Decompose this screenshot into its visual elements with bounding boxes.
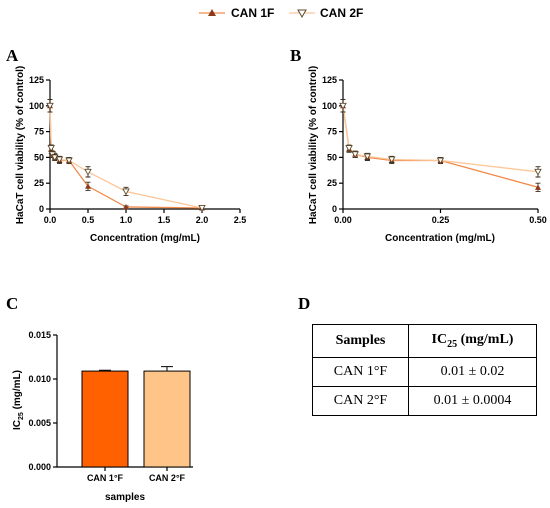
table-cell-sample: CAN 1°F (312, 357, 409, 387)
chart-c-ylabel: IC25 (mg/mL) (12, 370, 25, 430)
error-bar (161, 366, 173, 372)
panel-label-a: A (6, 46, 19, 65)
x-tick-label: CAN 1°F (87, 473, 124, 483)
y-tick-label: 100 (29, 101, 44, 111)
y-tick-label: 25 (327, 178, 337, 188)
chart-b: HaCaT cell viability (% of control) Conc… (308, 66, 547, 244)
data-point-can2f (351, 151, 359, 159)
chart-a-ylabel: HaCaT cell viability (% of control) (15, 66, 26, 224)
y-tick-label: 0.015 (28, 330, 51, 340)
y-tick-label: 0.010 (28, 374, 51, 384)
error-bar (99, 369, 111, 372)
chart-b-ylabel: HaCaT cell viability (% of control) (308, 66, 319, 224)
legend-item-can2f: CAN 2F (289, 6, 363, 20)
y-tick-label: 125 (29, 75, 44, 85)
series-line-can1f (342, 105, 539, 188)
table-row: CAN 2°F 0.01 ± 0.0004 (312, 386, 537, 416)
table-row: CAN 1°F 0.01 ± 0.02 (312, 357, 537, 387)
y-tick-label: 25 (34, 178, 44, 188)
legend-marker-can2f (297, 9, 307, 19)
data-point-can1f (535, 184, 541, 190)
data-point-can2f (345, 145, 353, 153)
data-point-can2f (122, 188, 130, 196)
chart-c-xlabel: samples (105, 492, 145, 503)
x-tick-label: 1.5 (158, 215, 171, 225)
chart-a-axes (49, 80, 240, 210)
y-tick-label: 100 (322, 101, 337, 111)
y-tick-label: 75 (327, 127, 337, 137)
panel-label-c: C (6, 294, 18, 313)
y-tick-label: 0.005 (28, 418, 51, 428)
y-tick-label: 0.000 (28, 462, 51, 472)
data-point-can2f (65, 157, 73, 165)
legend-label-can1f: CAN 1F (231, 6, 274, 20)
data-point-can2f (198, 205, 206, 212)
chart-b-ticks: 0.00 0.25 0.50 0 25 50 75 100 125 (322, 75, 547, 225)
chart-a: HaCaT cell viability (% of control) Conc… (15, 66, 246, 244)
chart-b-axes (342, 80, 538, 210)
chart-c-bars (81, 366, 191, 468)
y-tick-label: 50 (34, 152, 44, 162)
chart-b-series (339, 99, 542, 192)
chart-b-xlabel: Concentration (mg/mL) (385, 233, 495, 244)
x-tick-label: CAN 2°F (149, 473, 186, 483)
y-tick-label: 0 (39, 204, 44, 214)
x-tick-label: 0.5 (82, 215, 95, 225)
chart-a-series (46, 99, 206, 212)
x-tick-label: 1.0 (120, 215, 133, 225)
legend-marker-can1f (208, 9, 216, 16)
data-point-can2f (84, 168, 92, 176)
data-point-can2f (47, 145, 55, 153)
table-header-samples: Samples (312, 324, 409, 358)
data-point-can1f (123, 203, 129, 210)
chart-a-ticks: 0.0 0.5 1.0 1.5 2.0 2.5 0 25 50 75 100 125 (29, 75, 246, 225)
data-point-can2f (339, 102, 347, 110)
bar-can1f (81, 370, 129, 468)
x-tick-label: 2.0 (196, 215, 209, 225)
y-tick-label: 0 (332, 204, 337, 214)
data-point-can2f (46, 102, 54, 110)
table-header-ic25: IC25 (mg/mL) (408, 324, 537, 358)
chart-a-xlabel: Concentration (mg/mL) (90, 233, 200, 244)
legend-label-can2f: CAN 2F (320, 6, 363, 20)
table-cell-sample: CAN 2°F (312, 386, 409, 416)
ic25-table: Samples IC25 (mg/mL) CAN 1°F 0.01 ± 0.02… (312, 324, 537, 416)
x-tick-label: 0.50 (529, 215, 547, 225)
legend: CAN 1F CAN 2F (199, 6, 363, 20)
bar-can2f (143, 370, 191, 468)
x-tick-label: 2.5 (234, 215, 247, 225)
panel-label-b: B (290, 46, 301, 65)
y-tick-label: 50 (327, 152, 337, 162)
table-header-row: Samples IC25 (mg/mL) (312, 324, 537, 358)
data-point-can2f (55, 156, 64, 164)
data-point-can1f (85, 183, 91, 189)
y-tick-label: 75 (34, 127, 44, 137)
x-tick-label: 0.00 (334, 215, 352, 225)
data-point-can2f (50, 154, 59, 162)
data-point-can2f (387, 156, 396, 164)
legend-item-can1f: CAN 1F (199, 6, 274, 20)
table-cell-value: 0.01 ± 0.0004 (408, 386, 537, 416)
data-point-can2f (363, 153, 372, 161)
data-point-can2f (436, 157, 445, 165)
chart-c-ticks: 0.000 0.005 0.010 0.015 CAN 1°F CAN 2°F (28, 330, 185, 483)
x-tick-label: 0.0 (44, 215, 57, 225)
data-point-can2f (534, 168, 542, 176)
x-tick-label: 0.25 (432, 215, 450, 225)
panel-label-d: D (298, 294, 310, 313)
chart-c: IC25 (mg/mL) samples 0.000 0.005 0.010 0.01… (12, 330, 193, 503)
y-tick-label: 125 (322, 75, 337, 85)
table-cell-value: 0.01 ± 0.02 (408, 357, 537, 387)
